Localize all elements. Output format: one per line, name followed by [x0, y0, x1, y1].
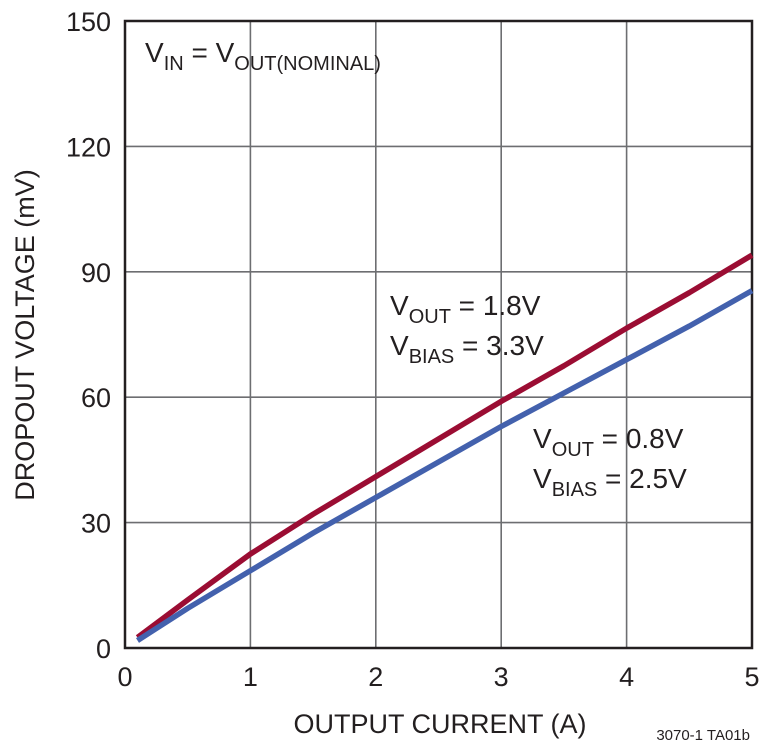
series-label-blue-line2: VBIAS = 2.5V	[533, 463, 687, 501]
y-tick-labels: 0 30 60 90 120 150	[66, 7, 111, 664]
x-tick-5: 5	[744, 662, 759, 692]
series-label-red-line2: VBIAS = 3.3V	[390, 330, 544, 368]
series-lines	[135, 252, 754, 643]
plot-frame	[123, 19, 754, 650]
y-tick-150: 150	[66, 7, 111, 37]
x-tick-3: 3	[494, 662, 509, 692]
y-tick-60: 60	[81, 383, 111, 413]
series-line-0	[135, 252, 754, 640]
x-tick-labels: 0 1 2 3 4 5	[117, 662, 759, 692]
y-tick-30: 30	[81, 509, 111, 539]
grid	[125, 21, 752, 648]
x-tick-2: 2	[368, 662, 383, 692]
y-tick-120: 120	[66, 132, 111, 162]
y-axis-title: DROPOUT VOLTAGE (mV)	[10, 169, 40, 501]
series-line-1	[136, 288, 754, 643]
y-tick-0: 0	[96, 634, 111, 664]
series-label-red-line1: VOUT = 1.8V	[390, 290, 541, 328]
y-tick-90: 90	[81, 258, 111, 288]
condition-annotation: VIN = VOUT(NOMINAL)	[145, 37, 381, 75]
x-axis-title: OUTPUT CURRENT (A)	[293, 709, 586, 739]
x-tick-4: 4	[619, 662, 634, 692]
x-tick-1: 1	[243, 662, 258, 692]
figure-footnote: 3070-1 TA01b	[656, 727, 750, 744]
x-tick-0: 0	[117, 662, 132, 692]
series-label-blue-line1: VOUT = 0.8V	[533, 423, 684, 461]
